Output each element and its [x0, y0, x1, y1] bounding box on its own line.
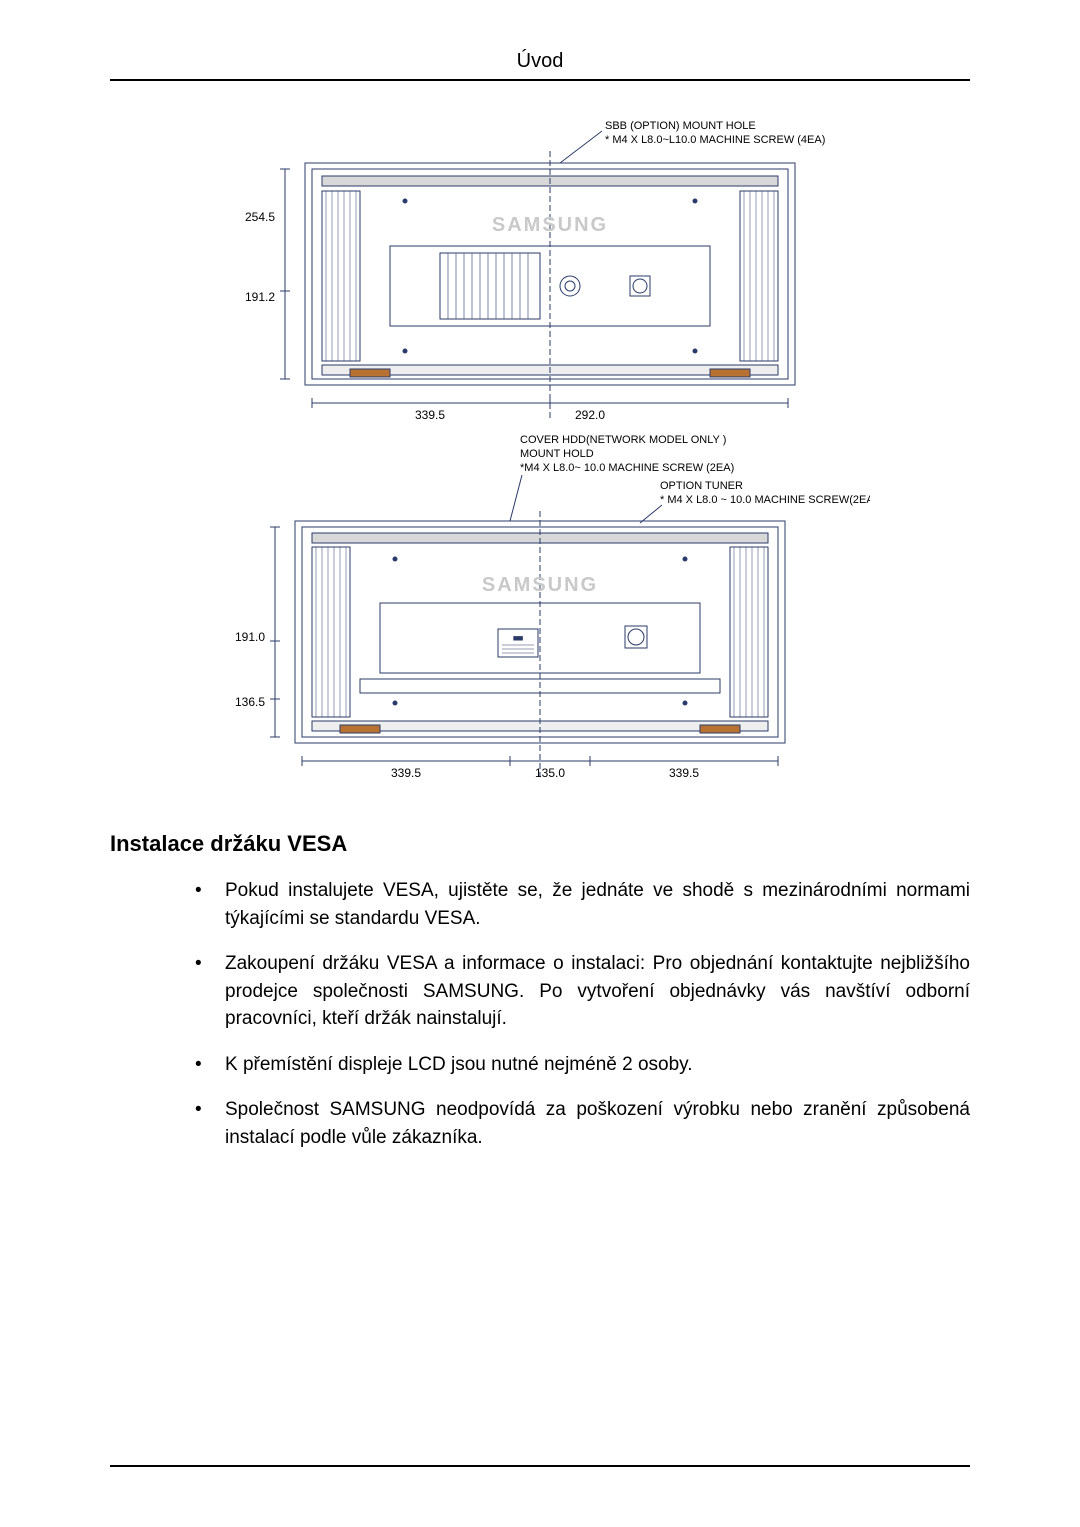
svg-text:MOUNT HOLD: MOUNT HOLD	[520, 448, 594, 460]
svg-text:*M4 X L8.0~ 10.0 MACHINE SCREW: *M4 X L8.0~ 10.0 MACHINE SCREW (2EA)	[520, 462, 734, 474]
svg-text:136.5: 136.5	[235, 695, 265, 709]
svg-text:SAMSUNG: SAMSUNG	[482, 574, 598, 596]
svg-text:SBB (OPTION) MOUNT HOLE: SBB (OPTION) MOUNT HOLE	[605, 121, 756, 132]
svg-text:191.0: 191.0	[235, 630, 265, 644]
list-item: Pokud instalujete VESA, ujistěte se, že …	[195, 877, 970, 932]
list-item: Zakoupení držáku VESA a informace o inst…	[195, 950, 970, 1033]
technical-diagrams: SBB (OPTION) MOUNT HOLE * M4 X L8.0~L10.…	[110, 121, 970, 791]
diagram-bottom: COVER HDD(NETWORK MODEL ONLY ) MOUNT HOL…	[210, 431, 870, 791]
bullet-list: Pokud instalujete VESA, ujistěte se, že …	[110, 877, 970, 1151]
header-rule	[110, 79, 970, 81]
section-heading: Instalace držáku VESA	[110, 831, 970, 857]
svg-text:292.0: 292.0	[575, 408, 605, 422]
svg-text:254.5: 254.5	[245, 210, 275, 224]
svg-text:339.5: 339.5	[415, 408, 445, 422]
svg-text:SAMSUNG: SAMSUNG	[492, 214, 608, 236]
svg-text:339.5: 339.5	[669, 766, 699, 780]
list-item: K přemístění displeje LCD jsou nutné nej…	[195, 1051, 970, 1079]
svg-text:OPTION TUNER: OPTION TUNER	[660, 480, 743, 492]
svg-text:135.0: 135.0	[535, 766, 565, 780]
svg-text:* M4 X L8.0~L10.0 MACHINE SCRE: * M4 X L8.0~L10.0 MACHINE SCREW (4EA)	[605, 134, 825, 146]
page-title: Úvod	[110, 50, 970, 73]
list-item: Společnost SAMSUNG neodpovídá za poškoze…	[195, 1096, 970, 1151]
svg-text:191.2: 191.2	[245, 290, 275, 304]
svg-text:COVER HDD(NETWORK MODEL ONLY ): COVER HDD(NETWORK MODEL ONLY )	[520, 434, 726, 446]
svg-text:* M4 X L8.0 ~ 10.0 MACHINE SCR: * M4 X L8.0 ~ 10.0 MACHINE SCREW(2EA)	[660, 494, 870, 506]
svg-text:339.5: 339.5	[391, 766, 421, 780]
diagram-top: SBB (OPTION) MOUNT HOLE * M4 X L8.0~L10.…	[230, 121, 850, 431]
footer-rule	[110, 1465, 970, 1467]
svg-text:≡≡: ≡≡	[513, 634, 523, 643]
